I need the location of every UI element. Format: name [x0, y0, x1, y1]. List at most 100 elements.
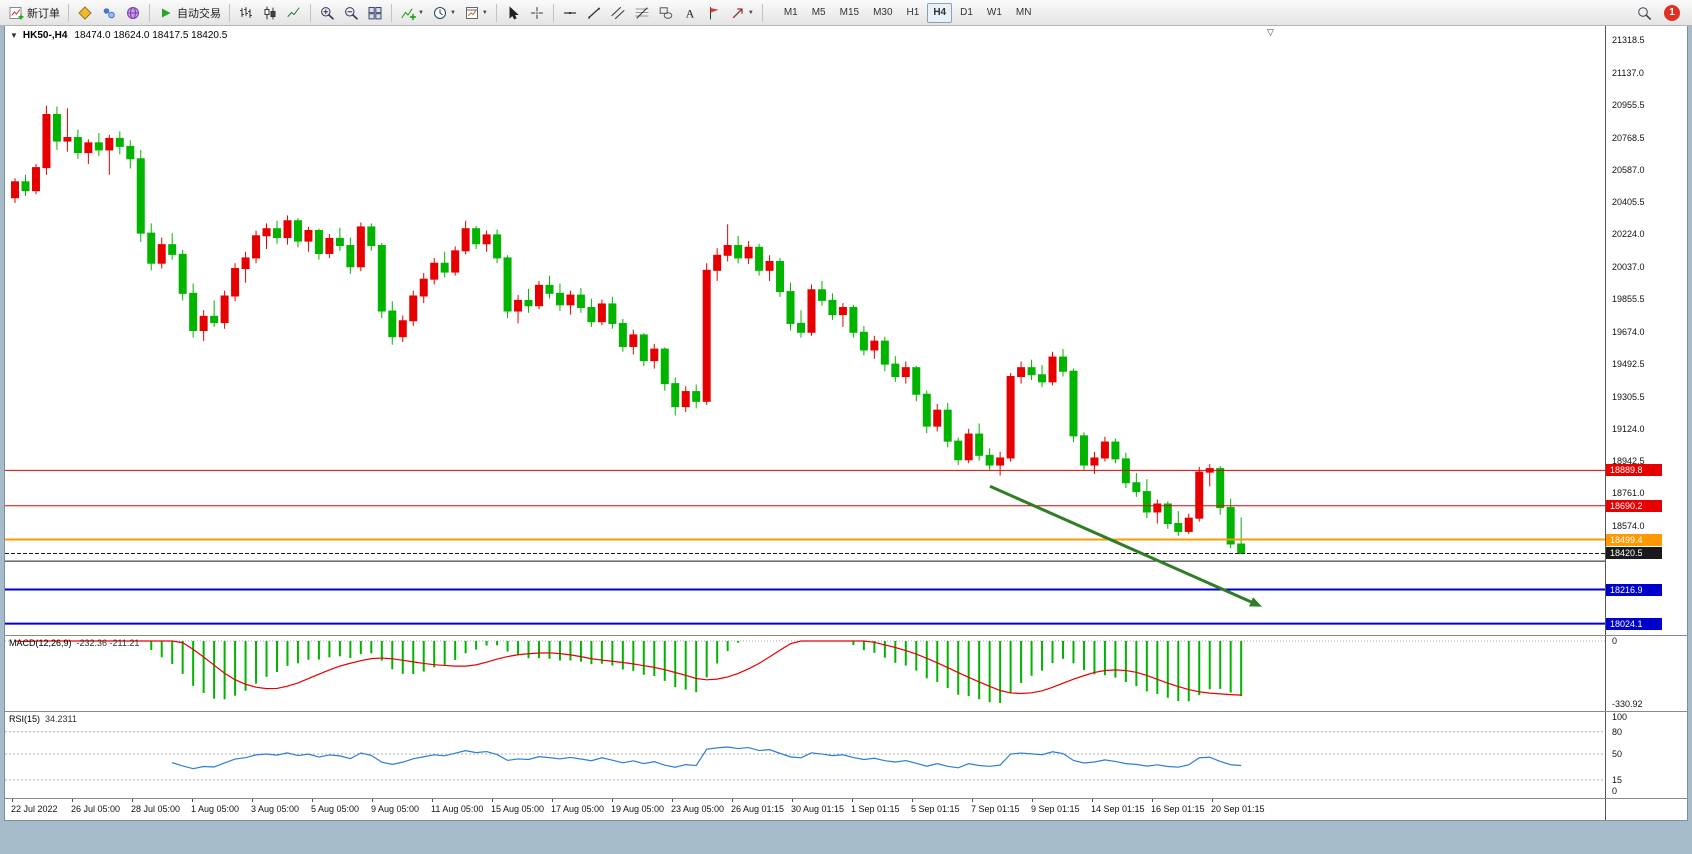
candle — [650, 343, 659, 369]
label-button[interactable] — [702, 2, 726, 24]
candle — [618, 318, 627, 352]
time-axis-label: 14 Sep 01:15 — [1091, 804, 1145, 814]
timeframe-toolbar: M1 M5 M15 M30 H1 H4 D1 W1 MN — [777, 2, 1039, 23]
time-tick — [912, 799, 913, 802]
candle — [94, 133, 103, 157]
candle — [304, 226, 313, 252]
candle — [1184, 513, 1193, 535]
new-order-button[interactable]: 新订单 — [4, 2, 64, 24]
hline-button[interactable] — [558, 2, 582, 24]
timeframe-m15-button[interactable]: M15 — [839, 7, 860, 18]
zoom-out-button[interactable] — [339, 2, 363, 24]
new-order-icon — [8, 5, 24, 21]
candle — [461, 220, 470, 255]
one-click-trading-toggle[interactable]: ▼ — [10, 31, 18, 40]
main-chart-pane[interactable]: ▼ HK50-,H4 18474.0 18624.0 18417.5 18420.5… — [5, 26, 1605, 635]
timeframe-d1-button[interactable]: D1 — [960, 7, 973, 18]
candle — [273, 220, 281, 244]
time-tick — [132, 799, 133, 802]
pane-separator[interactable] — [5, 798, 1687, 799]
candle — [912, 365, 921, 402]
timeframe-m5-button[interactable]: M5 — [811, 7, 826, 18]
candle — [660, 347, 669, 391]
data-window-button[interactable] — [121, 2, 145, 24]
price-tag[interactable]: 18024.1 — [1606, 617, 1662, 630]
dropdown-caret-icon: ▼ — [481, 9, 488, 16]
price-axis-label: 19492.5 — [1612, 358, 1645, 369]
chart-canvas[interactable] — [5, 26, 1605, 635]
pane-separator[interactable] — [5, 635, 1687, 636]
price-tag[interactable]: 18216.9 — [1606, 583, 1662, 596]
price-axis-label: 18942.5 — [1612, 456, 1645, 467]
autotrading-button[interactable]: 自动交易 — [154, 2, 225, 24]
macd-pane[interactable]: MACD(12,26,9) -232.36 -211.21 — [5, 636, 1605, 711]
candle — [671, 377, 680, 416]
periods-button[interactable]: ▼ — [428, 2, 460, 24]
data-window-icon — [125, 5, 141, 21]
candle — [880, 336, 889, 372]
timeframe-m1-button[interactable]: M1 — [783, 7, 798, 18]
price-tag[interactable]: 18690.2 — [1606, 499, 1662, 512]
dropdown-caret-icon: ▼ — [747, 9, 754, 16]
text-button[interactable]: A — [678, 2, 702, 24]
channel-button[interactable] — [606, 2, 630, 24]
timeframe-mn-button[interactable]: MN — [1015, 7, 1032, 18]
rsi-pane[interactable]: RSI(15) 34.2311 — [5, 712, 1605, 798]
timeframe-h1-button[interactable]: H1 — [906, 7, 920, 18]
autotrading-label: 自动交易 — [177, 7, 221, 20]
shapes-button[interactable] — [654, 2, 678, 24]
line-chart-button[interactable] — [282, 2, 306, 24]
time-tick — [372, 799, 373, 802]
new-chart-button[interactable] — [73, 2, 97, 24]
macd-canvas[interactable] — [5, 636, 1605, 711]
time-axis[interactable]: 22 Jul 2022 26 Jul 05:00 28 Jul 05:00 1 Aug… — [5, 799, 1605, 820]
pane-separator[interactable] — [5, 711, 1687, 712]
chart-shift-marker[interactable]: ▽ — [1267, 27, 1274, 37]
candle — [356, 222, 365, 272]
dropdown-caret-icon: ▼ — [418, 9, 424, 16]
trendline-button[interactable] — [582, 2, 606, 24]
price-tag[interactable]: 18499.4 — [1606, 533, 1662, 546]
candle — [189, 283, 198, 338]
profiles-button[interactable] — [97, 2, 121, 24]
rsi-canvas[interactable] — [5, 712, 1605, 798]
rsi-axis-label: 80 — [1612, 726, 1623, 737]
arrows-button[interactable]: ▼ — [726, 2, 758, 24]
candle — [755, 243, 764, 276]
price-axis[interactable]: 21318.5 21137.0 20955.5 20768.5 20587.0 20405… — [1605, 26, 1687, 820]
candle — [702, 263, 711, 405]
price-axis-label: 18761.0 — [1612, 488, 1645, 499]
fibonacci-button[interactable] — [630, 2, 654, 24]
time-axis-label: 5 Sep 01:15 — [911, 804, 960, 814]
candle — [126, 140, 135, 169]
candle — [168, 233, 177, 260]
timeframe-m30-button[interactable]: M30 — [873, 7, 893, 18]
notification-badge[interactable]: 1 — [1664, 4, 1680, 21]
search-button[interactable] — [1632, 2, 1656, 24]
timeframe-h4-button[interactable]: H4 — [927, 2, 953, 23]
candle — [21, 174, 30, 196]
cursor-button[interactable] — [501, 2, 525, 24]
crosshair-button[interactable] — [525, 2, 549, 24]
toolbar-separator — [68, 3, 69, 22]
price-tag[interactable]: 18889.8 — [1606, 464, 1662, 477]
candle-chart-button[interactable] — [258, 2, 282, 24]
trend-arrow[interactable] — [989, 484, 1252, 604]
candle — [136, 149, 145, 242]
candle — [744, 241, 753, 265]
toolbar-separator — [229, 3, 230, 22]
indicators-button[interactable]: ▼ — [396, 2, 428, 24]
candle — [535, 280, 543, 310]
candle — [199, 310, 208, 342]
candle — [817, 280, 826, 306]
zoom-in-button[interactable] — [315, 2, 339, 24]
candle — [262, 223, 271, 250]
candle — [293, 218, 302, 248]
zoom-in-icon — [319, 5, 335, 21]
time-axis-label: 19 Aug 05:00 — [611, 804, 665, 814]
bar-chart-button[interactable] — [234, 2, 258, 24]
candle — [849, 304, 858, 338]
tile-windows-button[interactable] — [363, 2, 387, 24]
template-button[interactable]: ▼ — [460, 2, 492, 24]
timeframe-w1-button[interactable]: W1 — [986, 7, 1002, 18]
